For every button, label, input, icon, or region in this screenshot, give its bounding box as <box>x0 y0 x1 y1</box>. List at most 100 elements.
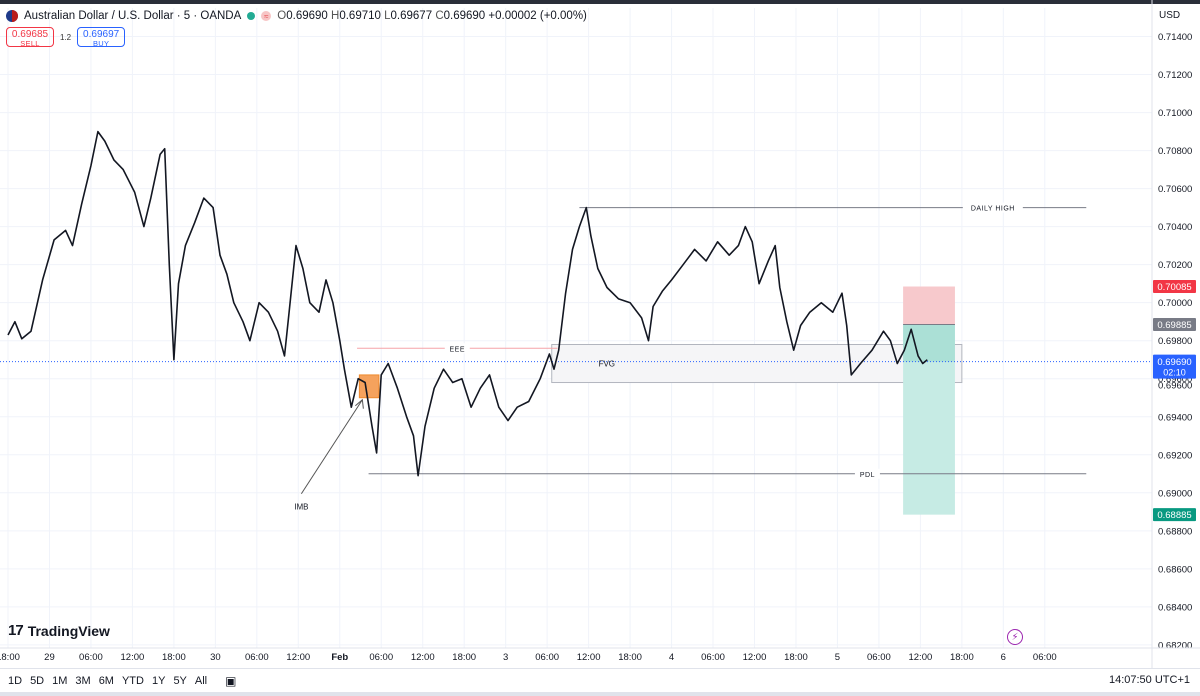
y-tick-label: 0.70800 <box>1158 146 1192 157</box>
y-tick-label: 0.69000 <box>1158 488 1192 499</box>
trade-panel: 0.69685 SELL 1.2 0.69697 BUY <box>6 27 126 48</box>
last-price-axis-label: 0.69600 <box>1158 381 1192 392</box>
price-line <box>7 130 928 477</box>
y-tick-label: 0.70400 <box>1158 222 1192 233</box>
x-tick-label: 06:00 <box>245 652 269 663</box>
entry-price-label-bg <box>1153 318 1196 332</box>
imb-arrow-head <box>355 398 364 409</box>
y-tick-label: 0.70000 <box>1158 298 1192 309</box>
imb-arrow-line <box>300 399 363 495</box>
top-bar <box>0 0 1200 4</box>
x-tick-label: 06:00 <box>701 652 725 663</box>
current-price-countdown: 02:10 <box>1163 368 1186 378</box>
lightning-icon[interactable]: ⚡ <box>1007 629 1023 645</box>
chart-grid <box>0 8 1152 648</box>
y-tick-label: 0.69200 <box>1158 450 1192 461</box>
x-tick-label: 18:00 <box>784 652 808 663</box>
x-tick-label: 06:00 <box>1033 652 1057 663</box>
tradingview-logo-mark: 17 <box>8 622 24 639</box>
low-value: 0.69677 <box>390 10 433 22</box>
buy-price: 0.69697 <box>83 29 120 40</box>
x-tick-label: 06:00 <box>535 652 559 663</box>
x-tick-label: 5 <box>835 652 840 663</box>
clock[interactable]: 14:07:50 UTC+1 <box>1108 674 1190 686</box>
range-buttons: 1D 5D 1M 3M 6M YTD 1Y 5Y All <box>4 675 211 687</box>
tradingview-logo: 17 TradingView <box>8 622 110 639</box>
sell-button[interactable]: 0.69685 SELL <box>6 27 54 48</box>
y-tick-label: 0.69600 <box>1158 374 1192 385</box>
wave-icon: ≈ <box>261 11 272 21</box>
buy-button[interactable]: 0.69697 BUY <box>77 27 126 48</box>
y-tick-label: 0.71000 <box>1158 108 1192 119</box>
bottom-edge <box>0 692 1200 696</box>
symbol-title[interactable]: Australian Dollar / U.S. Dollar · 5 · OA… <box>24 10 242 22</box>
close-value: 0.69690 <box>443 10 486 22</box>
stop-price-label: 0.70085 <box>1157 282 1191 293</box>
x-tick-label: 18:00 <box>162 652 186 663</box>
x-tick-label: 4 <box>669 652 674 663</box>
tradingview-logo-text: TradingView <box>27 622 110 639</box>
sell-price: 0.69685 <box>11 29 49 40</box>
y-tick-label: 0.68200 <box>1158 640 1192 651</box>
stop-zone <box>903 286 955 325</box>
x-tick-label: 12:00 <box>411 652 435 663</box>
annotation-labels: DAILY HIGH EEE FVG PDL IMB <box>294 202 1023 512</box>
y-tick-label: 0.71400 <box>1158 32 1192 43</box>
spread-value: 1.2 <box>60 32 72 42</box>
x-tick-label: 06:00 <box>369 652 393 663</box>
annotation-label-bg <box>962 202 1023 213</box>
x-tick-label: 06:00 <box>867 652 891 663</box>
range-button-3m[interactable]: 3M <box>75 675 91 687</box>
annotation-label-bg <box>444 343 470 354</box>
sell-label: SELL <box>20 39 40 48</box>
y-tick-label: 0.68400 <box>1158 602 1192 613</box>
y-tick-label: 0.70600 <box>1158 184 1192 195</box>
x-tick-label: 12:00 <box>577 652 601 663</box>
imb-zone <box>358 374 380 399</box>
market-open-dot-icon <box>247 12 256 20</box>
y-tick-label: 0.69400 <box>1158 412 1192 423</box>
chart-zones <box>358 286 963 515</box>
open-label: O <box>277 10 287 22</box>
range-button-1d[interactable]: 1D <box>8 675 23 687</box>
x-tick-label: 18:00 <box>950 652 974 663</box>
annotation-label-daily-high: DAILY HIGH <box>971 206 1015 213</box>
range-button-1m[interactable]: 1M <box>52 675 68 687</box>
buy-label: BUY <box>92 39 110 48</box>
range-button-ytd[interactable]: YTD <box>121 675 144 687</box>
x-tick-label: 06:00 <box>79 652 103 663</box>
aud-usd-flag-icon <box>6 10 18 22</box>
x-tick-label: 18:00 <box>452 652 476 663</box>
x-tick-label: 3 <box>503 652 508 663</box>
open-value: 0.69690 <box>286 10 328 22</box>
x-tick-label: 12:00 <box>286 652 310 663</box>
target-price-label-bg <box>1153 508 1196 522</box>
imb-label: IMB <box>294 503 308 512</box>
range-button-all[interactable]: All <box>194 675 208 687</box>
x-tick-label: Feb <box>331 652 348 663</box>
current-price-label: 0.69690 <box>1157 357 1191 368</box>
high-label: H <box>331 10 340 22</box>
range-button-5y[interactable]: 5Y <box>173 675 187 687</box>
x-tick-label: 18:00 <box>618 652 642 663</box>
currency-selector[interactable]: USD <box>1159 10 1181 21</box>
y-tick-label: 0.70200 <box>1158 260 1192 271</box>
range-button-5d[interactable]: 5D <box>30 675 45 687</box>
stop-price-label-bg <box>1153 280 1196 294</box>
y-tick-label: 0.69800 <box>1158 336 1192 347</box>
annotation-label-eee: EEE <box>450 346 466 353</box>
calendar-icon[interactable]: ▣ <box>225 674 237 688</box>
high-value: 0.69710 <box>339 10 381 22</box>
x-tick-label: 12:00 <box>908 652 932 663</box>
x-tick-label: 29 <box>44 652 55 663</box>
bottom-toolbar: 1D 5D 1M 3M 6M YTD 1Y 5Y All ▣ 14:07:50 UTC+1 <box>0 668 1200 693</box>
x-tick-label: 12:00 <box>121 652 145 663</box>
x-tick-label: 6 <box>1001 652 1006 663</box>
x-axis: 18:00 29 06:00 12:00 18:00 30 06:00 12:00 Feb 06:… <box>0 647 1200 663</box>
fvg-label: FVG <box>599 360 615 369</box>
range-button-1y[interactable]: 1Y <box>151 675 166 687</box>
x-tick-label: 18:00 <box>0 652 20 663</box>
range-button-6m[interactable]: 6M <box>98 675 114 687</box>
